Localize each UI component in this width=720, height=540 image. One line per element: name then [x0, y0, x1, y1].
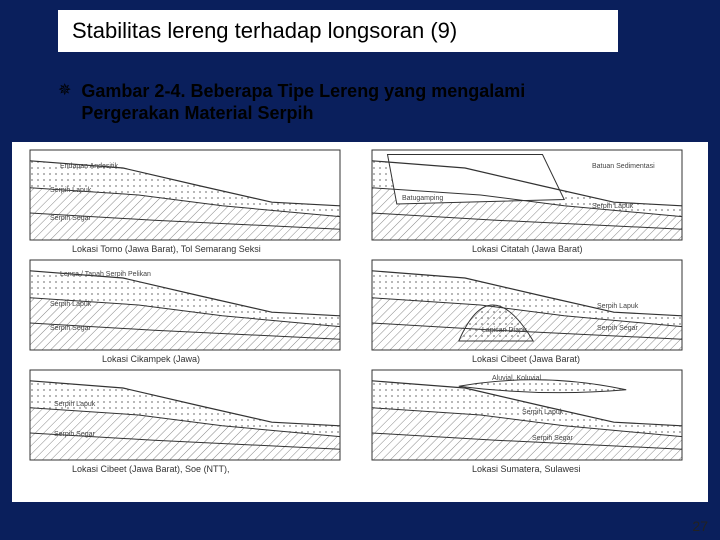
svg-text:Serpih Lapuk: Serpih Lapuk — [54, 401, 96, 408]
svg-text:Serpih Segar: Serpih Segar — [597, 325, 639, 332]
svg-text:Serpih Lapuk: Serpih Lapuk — [50, 301, 92, 308]
svg-text:Serpih Segar: Serpih Segar — [54, 431, 96, 438]
slide-title: Stabilitas lereng terhadap longsoran (9) — [72, 18, 457, 44]
svg-text:Lapisan Diapir: Lapisan Diapir — [482, 327, 527, 334]
figure-container: Endapan Andesitik Serpih Lapuk Serpih Sega… — [12, 142, 708, 502]
page-number: 27 — [692, 518, 708, 534]
svg-text:Lokasi Cikampek (Jawa): Lokasi Cikampek (Jawa) — [102, 354, 200, 364]
svg-text:Aluvial, Koluvial: Aluvial, Koluvial — [492, 375, 541, 382]
svg-text:Serpih Lapuk: Serpih Lapuk — [592, 203, 634, 210]
svg-text:Lokasi Tomo (Jawa Barat), Tol: Lokasi Tomo (Jawa Barat), Tol Semarang S… — [72, 244, 261, 254]
svg-text:Lokasi Citatah (Jawa Barat): Lokasi Citatah (Jawa Barat) — [472, 244, 583, 254]
bullet-icon: ✵ — [58, 80, 71, 102]
figure-svg: Endapan Andesitik Serpih Lapuk Serpih Sega… — [12, 142, 708, 502]
svg-text:Batugamping: Batugamping — [402, 195, 443, 202]
svg-text:Lokasi Cibeet (Jawa Barat): Lokasi Cibeet (Jawa Barat) — [472, 354, 580, 364]
svg-text:Lokasi Cibeet (Jawa Barat), So: Lokasi Cibeet (Jawa Barat), Soe (NTT), — [72, 464, 230, 474]
title-box: Stabilitas lereng terhadap longsoran (9) — [58, 10, 618, 52]
svg-text:Serpih Lapuk: Serpih Lapuk — [597, 303, 639, 310]
svg-text:Serpih Lapuk: Serpih Lapuk — [522, 409, 564, 416]
svg-text:Serpih Segar: Serpih Segar — [50, 215, 92, 222]
svg-text:Lokasi Sumatera, Sulawesi: Lokasi Sumatera, Sulawesi — [472, 464, 581, 474]
svg-text:Serpih Lapuk: Serpih Lapuk — [50, 187, 92, 194]
svg-text:Serpih Segar: Serpih Segar — [532, 435, 574, 442]
svg-text:Serpih Segar: Serpih Segar — [50, 325, 92, 332]
svg-text:Lensa / Tanah Serpih Pelikan: Lensa / Tanah Serpih Pelikan — [60, 271, 151, 278]
bullet-text: Gambar 2-4. Beberapa Tipe Lereng yang me… — [81, 80, 618, 124]
bullet-row: ✵ Gambar 2-4. Beberapa Tipe Lereng yang … — [58, 80, 618, 124]
svg-text:Endapan Andesitik: Endapan Andesitik — [60, 163, 118, 170]
svg-text:Batuan Sedimentasi: Batuan Sedimentasi — [592, 163, 655, 170]
